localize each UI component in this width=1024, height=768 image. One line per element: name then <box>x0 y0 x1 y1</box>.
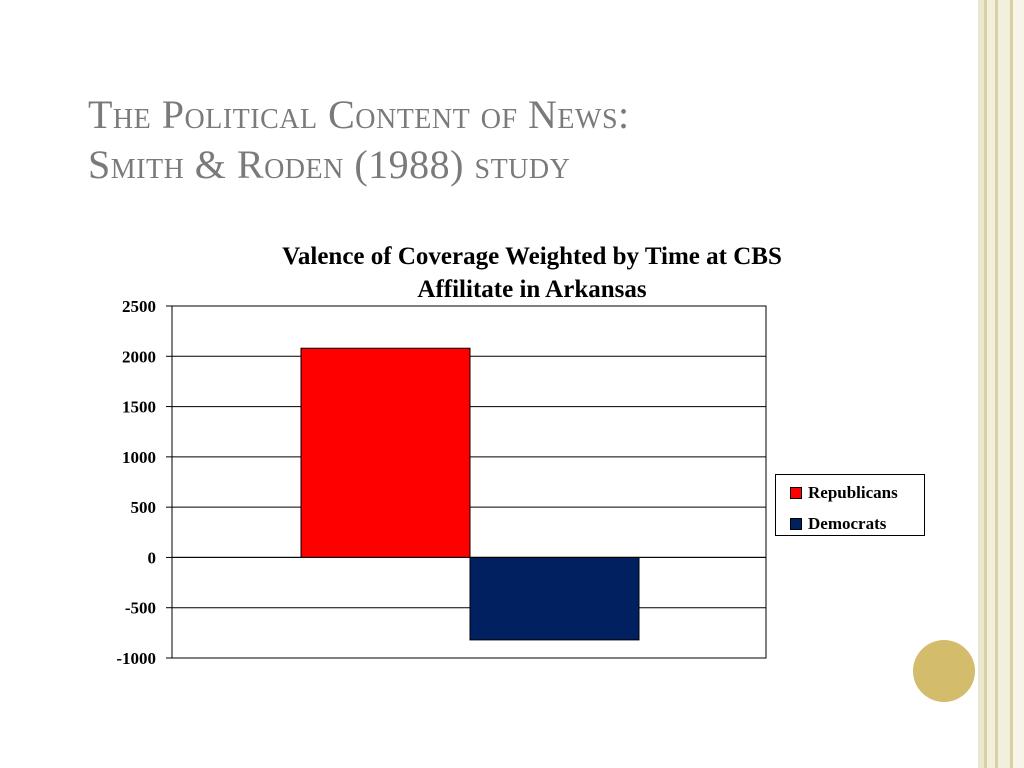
y-tick-label: -500 <box>125 599 156 618</box>
chart-legend: Republicans Democrats <box>775 474 925 536</box>
decor-stripe <box>1013 0 1024 768</box>
decor-stripe <box>1010 0 1013 768</box>
legend-swatch-democrats <box>790 518 802 530</box>
chart-title-line2: Affilitate in Arkansas <box>417 276 647 303</box>
slide-title: The Political Content of News: Smith & R… <box>88 90 630 190</box>
legend-item-republicans: Republicans <box>790 483 898 503</box>
legend-label-democrats: Democrats <box>808 514 887 533</box>
bar-democrats <box>469 556 640 641</box>
y-tick-label: 1500 <box>122 398 156 417</box>
y-tick-label: 500 <box>131 498 157 517</box>
decor-stripe <box>998 0 1010 768</box>
decor-stripe <box>987 0 995 768</box>
legend-item-democrats: Democrats <box>790 514 886 534</box>
decor-stripe <box>995 0 998 768</box>
legend-label-republicans: Republicans <box>808 483 898 502</box>
decor-stripe <box>978 0 984 768</box>
slide-title-line1: The Political Content of News: <box>88 92 630 137</box>
chart-title: Valence of Coverage Weighted by Time at … <box>200 240 864 306</box>
y-tick-label: 2500 <box>122 297 156 316</box>
decor-stripe <box>984 0 987 768</box>
y-tick-label: 1000 <box>122 448 156 467</box>
bar-republicans <box>300 347 471 558</box>
slide-title-line2: Smith & Roden (1988) study <box>88 142 571 187</box>
y-tick-label: 2000 <box>122 347 156 366</box>
y-tick-label: -1000 <box>116 649 156 668</box>
y-tick-label: 0 <box>148 548 157 567</box>
chart-title-line1: Valence of Coverage Weighted by Time at … <box>282 243 782 270</box>
decor-circle <box>913 640 975 702</box>
legend-swatch-republicans <box>790 487 802 499</box>
